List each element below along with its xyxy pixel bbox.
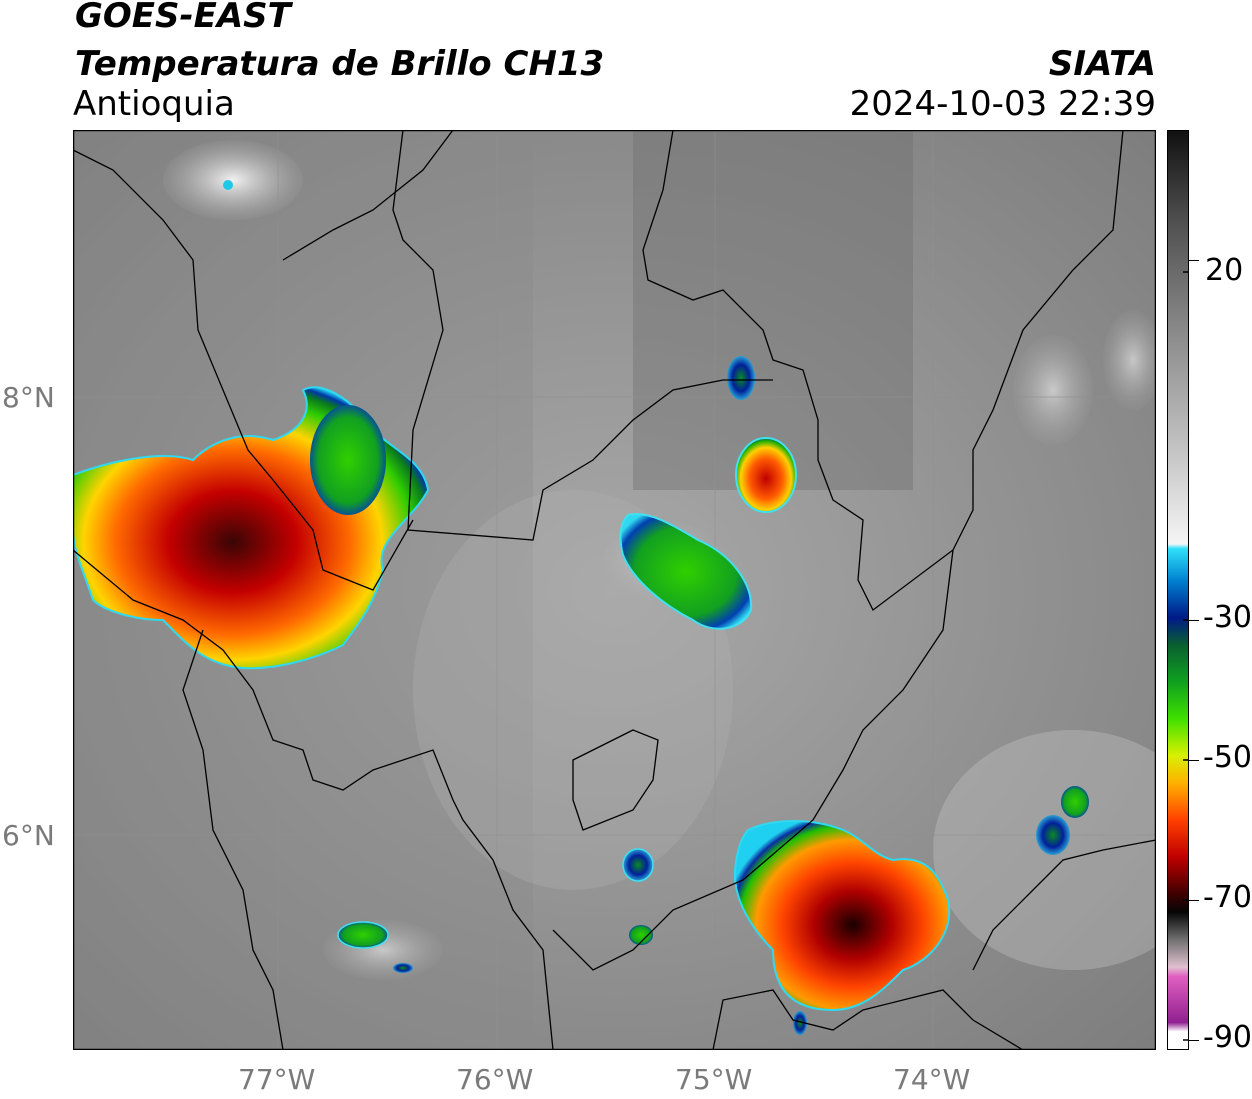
storm-cluster-east <box>733 820 951 1012</box>
map-frame <box>73 130 1156 1050</box>
storm-cell-central <box>619 513 753 630</box>
region-label: Antioquia <box>73 84 235 124</box>
colorbar-tick-minus30: -30 <box>1203 600 1252 635</box>
lon-label-75w: 75°W <box>675 1063 753 1096</box>
storm-cell-northwest <box>310 405 386 515</box>
org-label: SIATA <box>1048 44 1156 84</box>
satellite-map <box>73 130 1156 1050</box>
product-title: Temperatura de Brillo CH13 <box>75 44 605 84</box>
storm-cell-east <box>1036 815 1070 855</box>
lon-label-74w: 74°W <box>893 1063 971 1096</box>
datetime-label: 2024-10-03 22:39 <box>849 84 1156 124</box>
storm-cell-north <box>735 437 797 513</box>
lat-label-8n: 8°N <box>2 381 55 414</box>
colorbar-tick-minus70: -70 <box>1203 880 1252 915</box>
colorbar-tick-minus90: -90 <box>1203 1020 1252 1055</box>
political-borders <box>73 130 1156 1050</box>
lon-label-76w: 76°W <box>456 1063 534 1096</box>
colorbar-tick-minus50: -50 <box>1203 740 1252 775</box>
satellite-title: GOES-EAST <box>75 0 291 36</box>
storm-cell-small-north <box>727 356 755 400</box>
storm-cell-south-central <box>622 848 654 882</box>
lat-label-6n: 6°N <box>2 819 55 852</box>
colorbar <box>1167 130 1189 1050</box>
storm-cell-southwest <box>337 921 389 949</box>
lon-label-77w: 77°W <box>238 1063 316 1096</box>
colorbar-tick-20: 20 <box>1205 253 1244 288</box>
